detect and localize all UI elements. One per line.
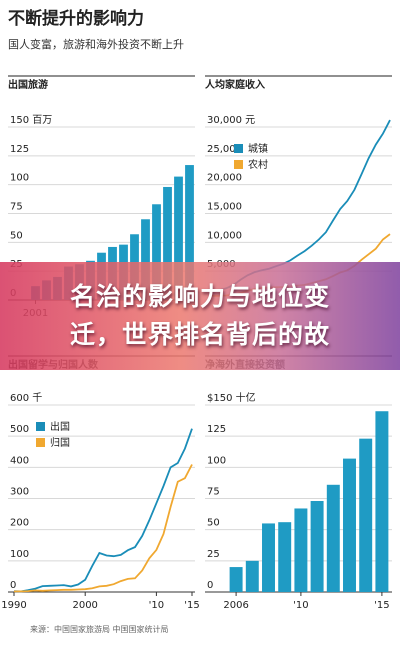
source: 来源：中国国家旅游局 中国国家统计局	[30, 624, 169, 634]
legend-swatch	[36, 422, 45, 431]
bar	[310, 500, 324, 592]
y-tick-label: 500	[10, 424, 29, 435]
y-tick-label: 75	[10, 202, 23, 213]
y-tick-label: 0	[10, 580, 16, 591]
x-tick-label: 1990	[1, 600, 26, 611]
x-tick-label: 2000	[72, 600, 97, 611]
bar	[278, 522, 292, 592]
y-tick-label: 10,000	[207, 230, 242, 241]
y-tick-label: 300	[10, 487, 29, 498]
bar	[262, 523, 275, 592]
bar	[294, 508, 308, 592]
title: 不断提升的影响力	[8, 8, 144, 29]
bar	[245, 560, 259, 592]
y-tick-label: 400	[10, 455, 29, 466]
legend-label: 农村	[248, 158, 268, 171]
legend-swatch	[234, 160, 243, 169]
x-tick-label: '10	[293, 600, 308, 611]
line-series	[13, 428, 193, 593]
y-tick-label: 15,000	[207, 202, 242, 213]
subtitle: 国人变富，旅游和海外投资不断上升	[8, 37, 184, 51]
x-tick-label: '15	[374, 600, 389, 611]
bar	[163, 186, 172, 300]
banner-line: 迁，世界排名背后的故	[69, 320, 330, 349]
x-tick-label: '15	[184, 600, 199, 611]
chart-title: 人均家庭收入	[205, 78, 265, 91]
legend-label: 归国	[50, 436, 70, 449]
y-tick-label: 20,000	[207, 173, 242, 184]
bar	[174, 176, 183, 300]
line-series	[14, 464, 193, 593]
bar	[152, 204, 161, 300]
y-tick-label: $150 十亿	[207, 391, 256, 404]
y-tick-label: 100	[207, 455, 226, 466]
y-tick-label: 100	[10, 549, 29, 560]
y-tick-label: 600 千	[10, 392, 42, 404]
banner-line: 名治的影响力与地位变	[69, 282, 330, 311]
y-tick-label: 125	[10, 144, 29, 155]
bar	[185, 165, 194, 300]
y-tick-label: 0	[207, 580, 213, 591]
y-tick-label: 200	[10, 518, 29, 529]
bar	[229, 567, 243, 592]
x-tick-label: '10	[149, 600, 164, 611]
bar	[141, 219, 150, 300]
legend-swatch	[36, 438, 45, 447]
bar	[375, 411, 389, 592]
y-tick-label: 50	[207, 518, 220, 529]
y-tick-label: 30,000 元	[207, 115, 255, 126]
legend-label: 城镇	[248, 142, 268, 155]
legend-swatch	[234, 144, 243, 153]
y-tick-label: 150 百万	[10, 114, 52, 126]
bar	[326, 484, 340, 592]
y-tick-label: 100	[10, 173, 29, 184]
y-tick-label: 125	[207, 424, 226, 435]
y-tick-label: 75	[207, 487, 220, 498]
banner: 名治的影响力与地位变 迁，世界排名背后的故	[0, 262, 400, 370]
legend-label: 出国	[50, 420, 70, 433]
y-tick-label: 25	[207, 549, 220, 560]
chart-title: 出国旅游	[8, 78, 48, 91]
bar	[359, 438, 373, 592]
y-tick-label: 50	[10, 230, 23, 241]
y-tick-label: 25,000	[207, 144, 242, 155]
bar	[343, 458, 356, 592]
x-tick-label: 2006	[223, 600, 248, 611]
